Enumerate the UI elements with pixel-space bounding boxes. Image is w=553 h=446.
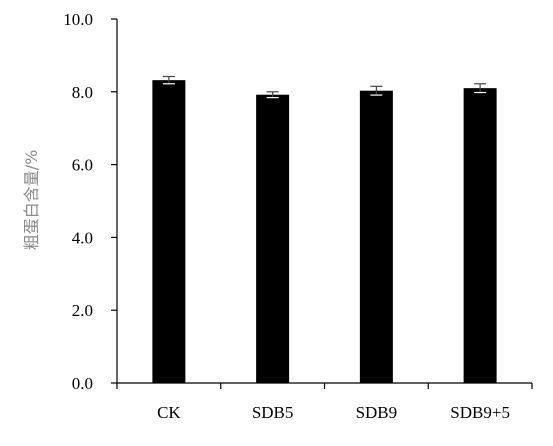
error-bars [162,75,487,99]
y-tick-label: 8.0 [72,83,93,102]
bar-ck [152,80,186,383]
x-category-label: SDB9 [356,403,398,422]
error-bar [162,75,175,85]
y-tick-label: 10.0 [63,10,93,29]
y-axis-title: 粗蛋白含量/% [22,150,41,251]
x-category-label: SDB5 [252,403,294,422]
x-category-label: SDB9+5 [450,403,510,422]
bar-sdb9 [359,90,393,383]
bars [152,80,497,383]
error-bar [370,85,383,96]
error-bar [266,91,279,99]
x-ticks [116,383,533,389]
category-labels: CK SDB5 SDB9 SDB9+5 [157,403,510,422]
y-tick-label: 6.0 [72,156,93,175]
error-bar [474,83,487,94]
bar-sdb9-5 [463,88,497,383]
bar-sdb5 [256,94,290,383]
x-category-label: CK [157,403,181,422]
y-tick-label: 4.0 [72,228,93,247]
y-tick-label: 2.0 [72,301,93,320]
y-tick-label: 0.0 [72,374,93,393]
y-ticks: 0.0 2.0 4.0 6.0 8.0 10.0 [63,10,117,393]
